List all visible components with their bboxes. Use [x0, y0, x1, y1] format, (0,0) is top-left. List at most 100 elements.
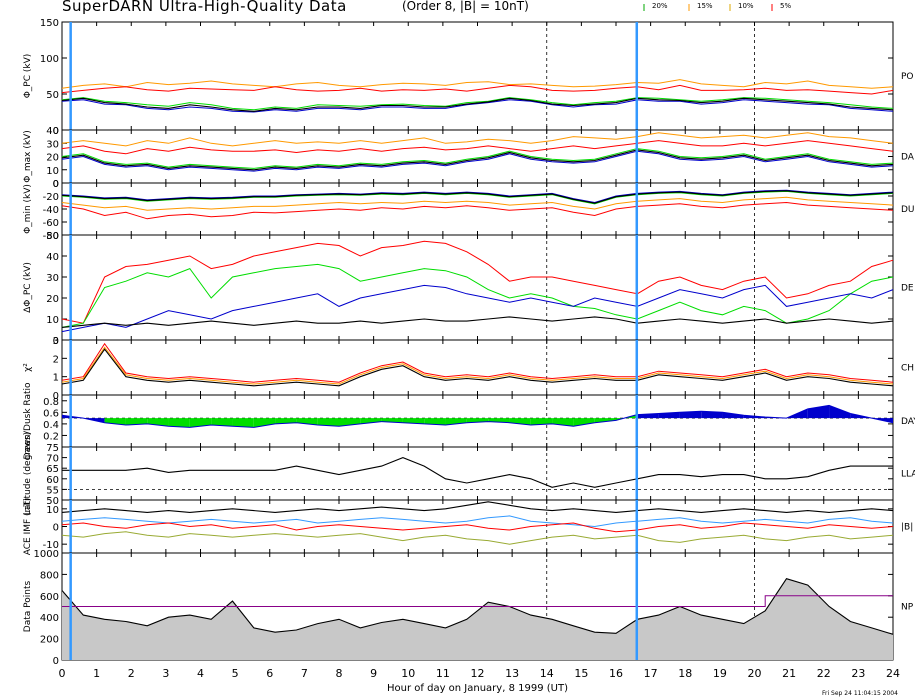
right-label: LLA: [901, 470, 915, 480]
series-line: [61, 346, 894, 385]
y-tick-label: 10: [46, 315, 59, 326]
x-tick-label: 10: [401, 667, 415, 680]
y-tick-label: 0: [53, 179, 59, 190]
y-tick-label: 10: [46, 166, 59, 177]
ratio-fill: [701, 411, 723, 419]
y-tick-label: 40: [46, 252, 59, 263]
series-line: [61, 132, 894, 147]
y-tick-label: 1000: [34, 549, 59, 560]
y-tick-label: 0: [53, 656, 59, 667]
ratio-fill: [807, 405, 830, 419]
ratio-fill: [211, 418, 233, 427]
y-tick-label: 1: [53, 373, 59, 384]
panel-chi2: 0 1 2 3 χ² CH: [23, 336, 914, 402]
y-tick-label: 0.2: [43, 431, 59, 442]
legend-label-5: 5%: [780, 2, 792, 10]
ratio-fill: [722, 412, 744, 419]
y-axis-label: Data Points: [23, 580, 33, 632]
y-tick-label: 0: [53, 126, 59, 137]
ratio-fill: [125, 418, 148, 426]
x-tick-label: 17: [644, 667, 658, 680]
right-label: NP: [901, 603, 914, 613]
series-line: [61, 284, 894, 333]
ratio-fill: [253, 418, 276, 428]
y-axis-label: Latitude (degrees): [23, 432, 33, 515]
series-line: [61, 196, 894, 211]
ratio-fill: [168, 418, 190, 428]
y-axis-label: Φ_min (kV): [23, 184, 33, 234]
panel-frame: [61, 21, 894, 131]
right-label: PO: [901, 72, 914, 82]
x-tick-label: 24: [886, 667, 900, 680]
x-tick-label: 18: [678, 667, 692, 680]
series-line: [61, 79, 894, 89]
x-tick-label: 9: [370, 667, 377, 680]
y-tick-label: -20: [43, 192, 59, 203]
y-axis-label: ΔΦ_PC (kV): [23, 262, 33, 313]
x-tick-label: 15: [574, 667, 588, 680]
x-tick-label: 22: [817, 667, 831, 680]
y-tick-label: 10: [46, 505, 59, 516]
y-tick-label: 0: [53, 179, 59, 190]
ratio-fill: [573, 418, 595, 427]
y-tick-label: 0.8: [43, 397, 59, 408]
x-tick-label: 8: [336, 667, 343, 680]
series-line: [62, 595, 893, 607]
x-tick-label: 21: [782, 667, 796, 680]
x-tick-label: 20: [748, 667, 762, 680]
y-tick-label: 800: [40, 570, 59, 581]
y-tick-label: 30: [46, 139, 59, 150]
y-tick-label: 70: [46, 454, 59, 465]
series-line: [61, 404, 894, 428]
y-tick-label: 0.4: [43, 420, 59, 431]
x-tick-label: 13: [505, 667, 519, 680]
y-tick-label: 20: [46, 294, 59, 305]
y-tick-label: 0: [53, 391, 59, 402]
panel-imf: -10 0 10 ACE IMF (nT) |B|: [23, 498, 913, 556]
ratio-fill: [658, 412, 680, 419]
x-tick-label: 7: [301, 667, 308, 680]
panel-phi-pc: 0 50 100 150 Φ_PC (kV) PO: [23, 18, 914, 137]
y-tick-label: 40: [46, 126, 59, 137]
legend-label-10: 10%: [738, 2, 754, 10]
y-tick-label: 3: [53, 336, 59, 347]
y-axis-label: ACE IMF (nT): [23, 498, 33, 556]
series-line: [61, 515, 894, 528]
x-tick-label: 4: [197, 667, 204, 680]
series-line: [61, 501, 894, 513]
panel-data-points: 0 200 400 600 800 1000 Data Points NP: [23, 549, 914, 667]
series-line: [61, 190, 894, 205]
y-tick-label: 100: [40, 54, 59, 65]
ratio-fill: [530, 418, 553, 426]
series-line: [61, 97, 894, 112]
x-axis-label: Hour of day on January, 8 1999 (UT): [387, 683, 568, 694]
y-tick-label: -40: [43, 205, 59, 216]
right-label: DE: [901, 284, 914, 294]
panel-frame: [61, 339, 894, 396]
series-line: [61, 578, 894, 635]
x-tick-label: 16: [609, 667, 623, 680]
legend-label-15: 15%: [697, 2, 713, 10]
footer-timestamp: Fri Sep 24 11:04:15 2004: [822, 690, 898, 697]
right-label: DU: [901, 205, 915, 215]
right-label: DAY: [901, 417, 915, 427]
panel-dawn-dusk: 0.20.40.60.8 Dawn/Dusk Ratio DAY: [23, 382, 915, 460]
ratio-fill: [424, 418, 446, 426]
series-line: [61, 97, 894, 111]
y-tick-label: 65: [46, 464, 59, 475]
series-line: [61, 522, 894, 533]
chart-title: SuperDARN Ultra-High-Quality Data: [62, 0, 347, 15]
y-axis-label: Dawn/Dusk Ratio: [23, 382, 33, 460]
y-tick-label: -80: [43, 231, 59, 242]
x-tick-label: 23: [851, 667, 865, 680]
series-line: [61, 189, 894, 204]
x-tick-label: 19: [713, 667, 727, 680]
ratio-fill: [275, 418, 297, 424]
y-tick-label: 0: [53, 523, 59, 534]
right-label: |B|: [901, 523, 913, 533]
x-tick-label: 11: [436, 667, 450, 680]
series-line: [61, 84, 894, 95]
